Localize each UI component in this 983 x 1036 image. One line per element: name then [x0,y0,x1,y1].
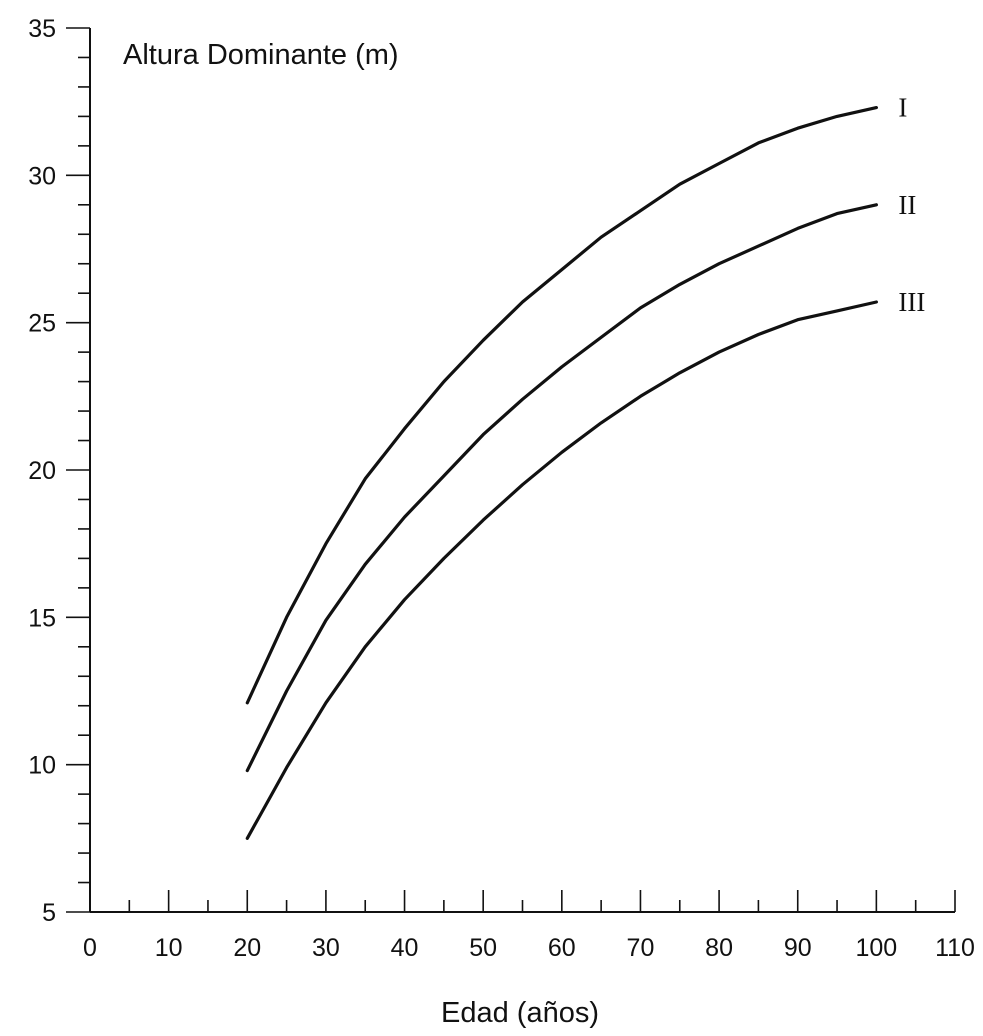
y-tick-label: 25 [28,310,56,338]
series-line-2 [245,203,878,773]
x-tick-label: 40 [391,934,419,962]
x-tick-label: 50 [469,934,497,962]
y-tick-label: 20 [28,457,56,485]
x-tick-label: 90 [784,934,812,962]
tick-labels: 0 10 20 30 40 50 60 70 80 90 100 110 5 10 15 20 25 30 35 [28,15,975,962]
x-tick-label: 110 [935,934,975,962]
axes [89,28,955,913]
chart-title: Altura Dominante (m) [123,39,399,71]
x-tick-label: 70 [627,934,655,962]
y-tick-label: 35 [28,15,56,43]
y-tick-label: 15 [28,604,56,632]
x-tick-label: 60 [548,934,576,962]
y-tick-label: 5 [42,899,56,927]
series-label-3: III [898,287,925,317]
series-label-1: I [898,93,907,123]
x-axis-title: Edad (años) [441,997,599,1029]
series-label-2: II [898,190,916,220]
curves [245,106,878,840]
x-tick-label: 0 [83,934,97,962]
ticks [66,27,956,913]
x-tick-label: 100 [856,934,898,962]
series-line-3 [245,300,878,840]
y-tick-label: 10 [28,752,56,780]
series-line-1 [245,106,878,705]
x-tick-label: 10 [155,934,183,962]
x-tick-label: 20 [233,934,261,962]
x-tick-label: 80 [705,934,733,962]
x-tick-label: 30 [312,934,340,962]
y-tick-label: 30 [28,162,56,190]
